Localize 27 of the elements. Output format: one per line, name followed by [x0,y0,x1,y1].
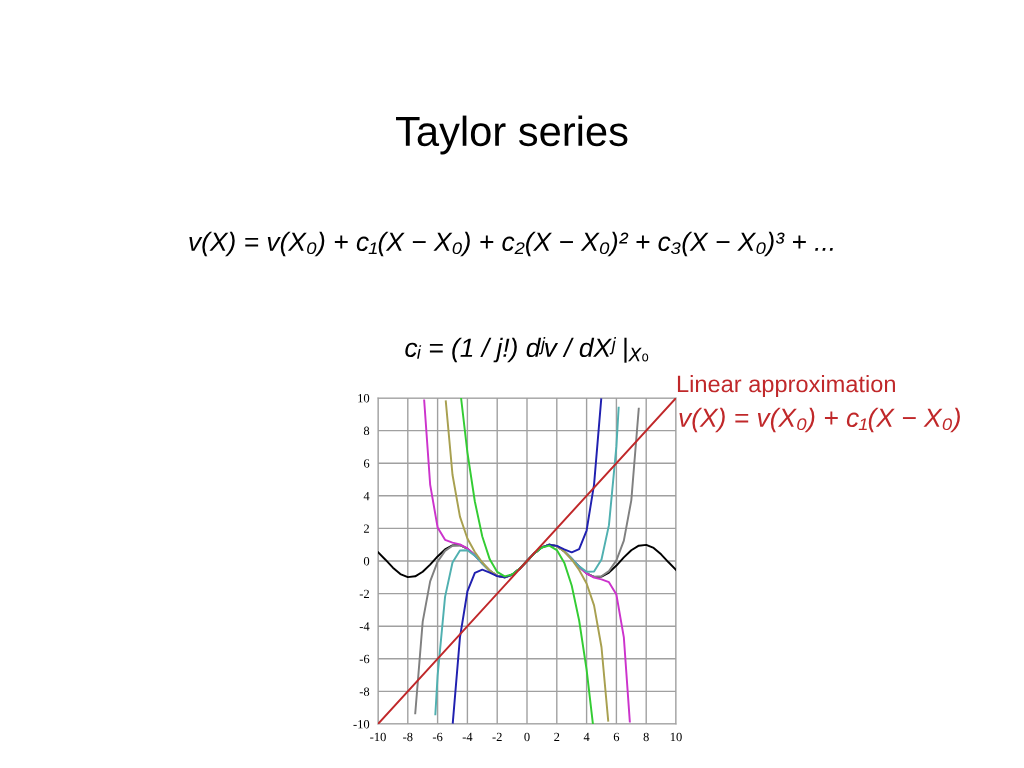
y-tick-label: -8 [359,687,370,696]
series-label: Linear approximation [677,374,895,397]
x-tick-label: -2 [492,732,502,742]
x-tick-label: 0 [524,732,530,742]
text: v(X) = v(X₀) + c₁(X − X₀) [679,407,960,433]
x-tick-label: -8 [403,732,413,742]
x-tick-label: 2 [554,732,560,742]
y-tick-label: 6 [363,459,370,468]
y-tick-label: 4 [363,491,370,501]
y-tick-label: 10 [358,394,370,403]
x-tick-label: -6 [432,732,443,742]
x-tick-label: 4 [583,732,590,742]
x-tick-label: -10 [370,732,386,742]
y-tick-label: 8 [363,426,370,436]
y-tick-label: -6 [359,654,370,664]
y-tick-label: -10 [353,720,370,729]
chart-title: Taylor series [396,115,628,155]
x-tick-label: 10 [670,732,682,742]
y-tick-label: 2 [363,524,369,533]
x-tick-label: 6 [613,732,620,742]
y-tick-label: -4 [359,622,370,631]
text: cᵢ = (1 / j!) dʲv / dXʲ |$_{X₀}$ [405,337,649,363]
y-tick-label: 0 [363,557,370,566]
text: v(X) = v(X₀) + c₁(X − X₀) + c₂(X − X₀)² + c₃(X − X₀)³ + ... [189,231,833,257]
x-tick-label: -4 [462,732,473,742]
y-tick-label: -2 [359,589,369,598]
x-tick-label: 8 [643,732,649,742]
